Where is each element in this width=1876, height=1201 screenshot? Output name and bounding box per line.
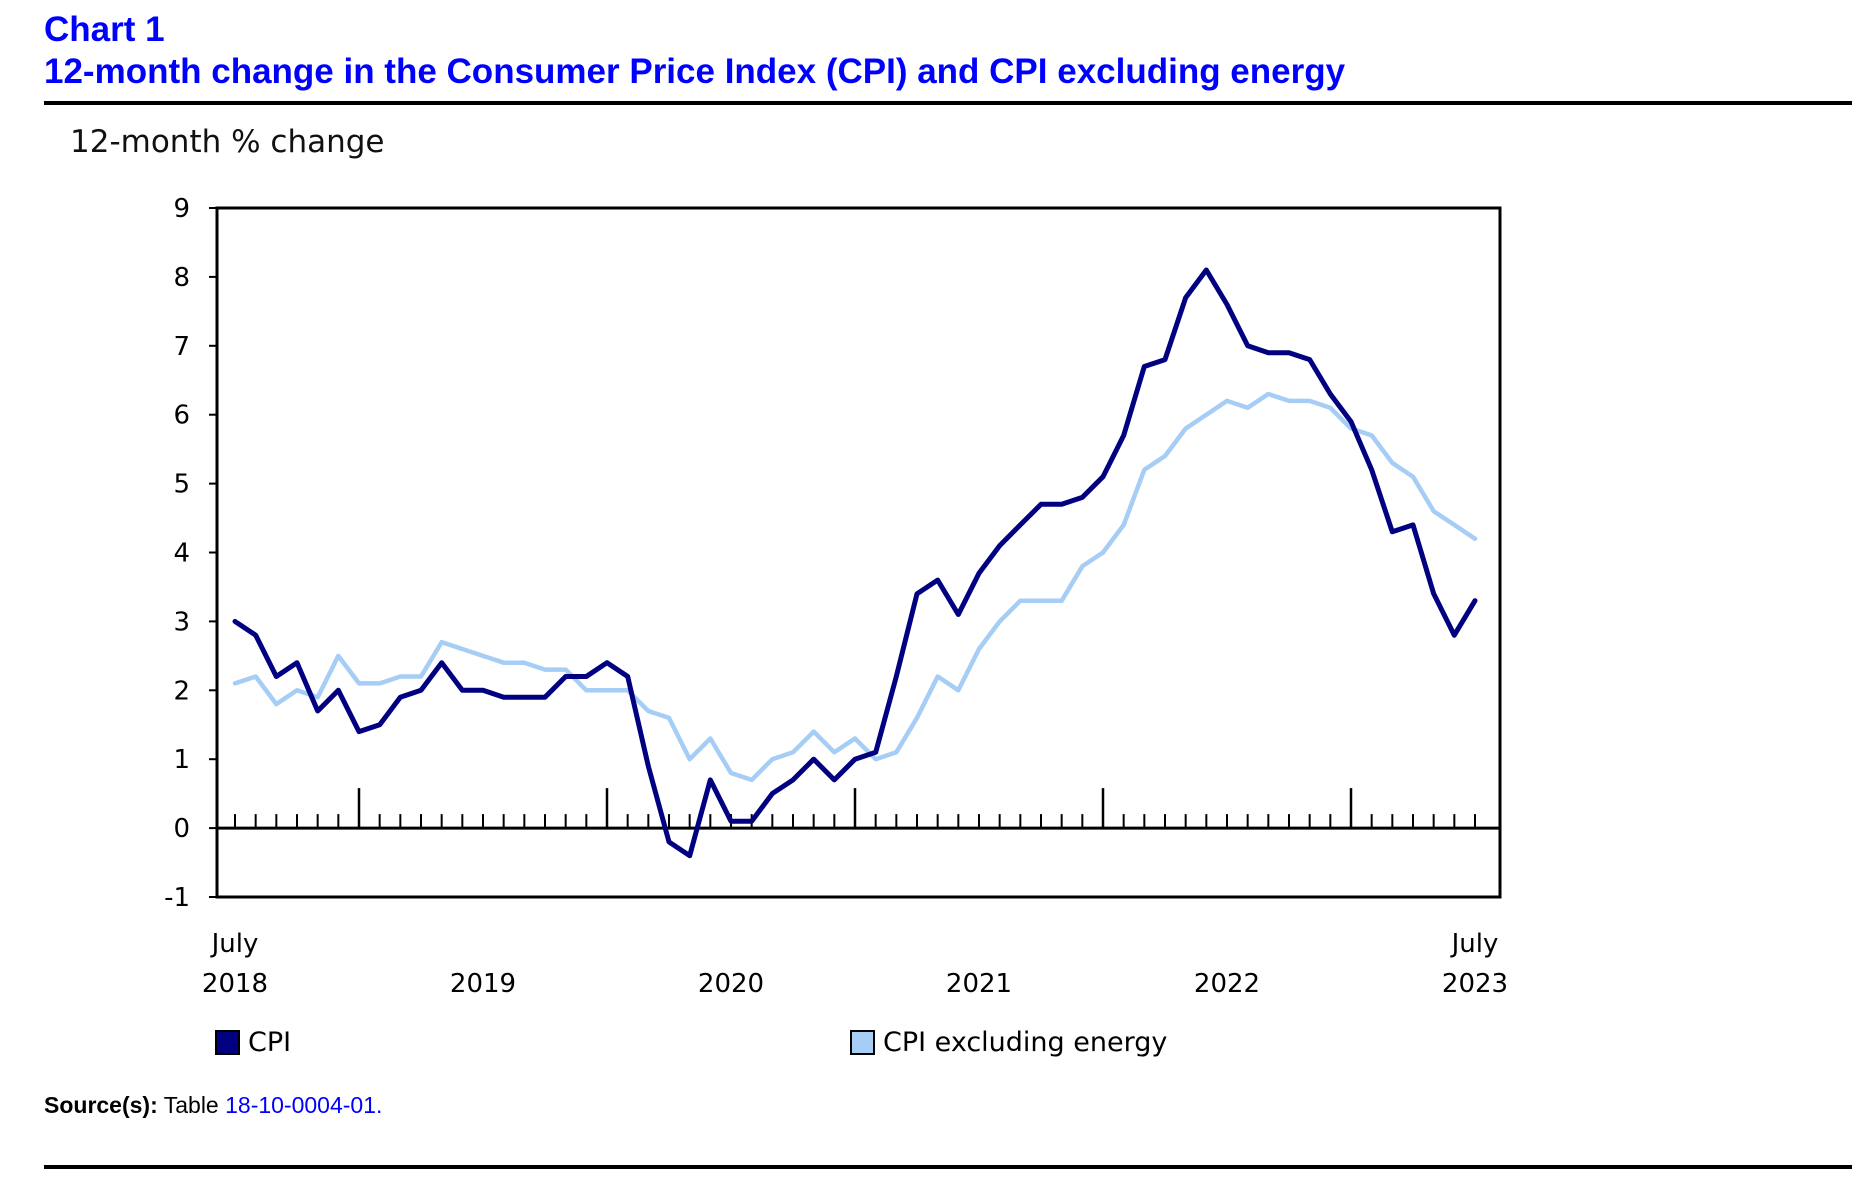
legend-label-cpi: CPI <box>248 1027 292 1058</box>
x-tick-year-label: 2021 <box>946 969 1012 999</box>
x-tick-month-label: July <box>210 929 259 959</box>
legend-item-cpi-ex-energy: CPI excluding energy <box>850 1027 1167 1058</box>
legend-swatch-cpi-ex-energy <box>850 1030 875 1055</box>
legend-swatch-cpi <box>215 1030 240 1055</box>
y-axis-label: 12-month % change <box>70 124 385 160</box>
y-tick-label: 3 <box>173 607 190 637</box>
x-tick-year-label: 2020 <box>698 969 764 999</box>
series-line-cpi-ex-energy <box>232 391 1478 783</box>
source-label: Source(s): <box>44 1092 158 1118</box>
y-tick-label: 2 <box>173 676 190 706</box>
x-tick-month-label: July <box>1450 929 1499 959</box>
legend-label-cpi-ex-energy: CPI excluding energy <box>883 1027 1168 1058</box>
x-tick-year-label: 2018 <box>202 969 268 999</box>
y-tick-label: 0 <box>173 814 190 844</box>
y-tick-label: 7 <box>173 332 190 362</box>
x-axis-ticks <box>234 788 1476 829</box>
chart-title: 12-month change in the Consumer Price In… <box>44 52 1346 91</box>
y-axis-tick-labels: -1 0 1 2 3 4 5 6 7 8 9 <box>164 194 217 913</box>
y-tick-label: 9 <box>173 194 190 224</box>
series-line-cpi <box>232 267 1478 859</box>
bottom-rule <box>44 1165 1852 1169</box>
top-rule <box>44 101 1852 105</box>
plot-frame <box>215 206 1502 899</box>
source-text: Table <box>163 1092 219 1118</box>
x-axis-tick-labels: July 2018 2019 2020 2021 2022 July 2023 <box>202 929 1508 999</box>
y-tick-label: 5 <box>173 470 190 500</box>
x-tick-year-label: 2023 <box>1442 969 1508 999</box>
chart-number: Chart 1 <box>44 10 165 49</box>
x-tick-year-label: 2022 <box>1194 969 1260 999</box>
axes <box>215 206 1502 899</box>
source-table-link[interactable]: 18-10-0004-01. <box>225 1092 383 1118</box>
x-tick-year-label: 2019 <box>450 969 516 999</box>
y-tick-label: 6 <box>173 401 190 431</box>
source-note: Source(s): Table 18-10-0004-01. <box>44 1092 382 1119</box>
y-tick-label: 8 <box>173 263 190 293</box>
legend-item-cpi: CPI <box>215 1027 291 1058</box>
y-tick-label: -1 <box>164 883 190 913</box>
series-lines <box>232 267 1478 859</box>
y-tick-label: 1 <box>173 745 190 775</box>
y-tick-label: 4 <box>173 539 190 569</box>
